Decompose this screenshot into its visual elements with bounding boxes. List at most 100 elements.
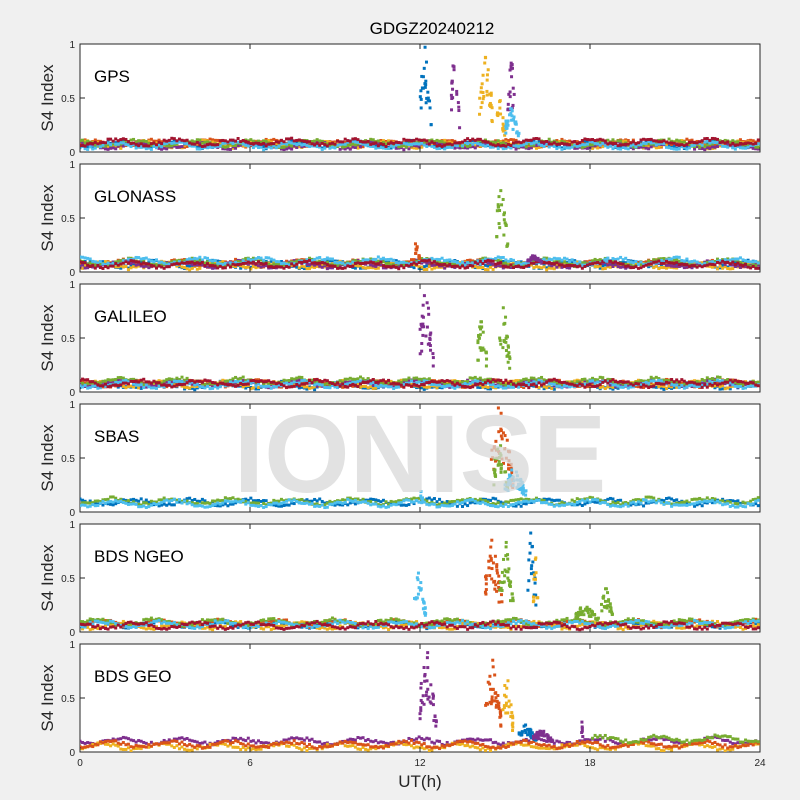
data-point (501, 259, 505, 263)
data-point (116, 263, 120, 267)
data-point (682, 144, 686, 148)
data-point (708, 141, 712, 145)
data-point (621, 258, 625, 262)
data-point (412, 266, 416, 270)
data-point (471, 259, 475, 263)
data-point (728, 140, 732, 144)
data-point (88, 141, 92, 145)
data-point (756, 145, 760, 149)
data-point (537, 137, 541, 141)
data-point (501, 255, 505, 259)
data-point (208, 137, 212, 141)
data-point (149, 147, 153, 151)
data-point (463, 146, 467, 150)
data-point (478, 383, 482, 387)
data-point (504, 146, 508, 150)
data-point (415, 262, 419, 266)
data-point (228, 265, 232, 269)
data-point (206, 146, 209, 150)
data-point (685, 263, 689, 267)
data-point (631, 145, 635, 149)
data-point (132, 137, 136, 141)
data-point (565, 142, 569, 146)
data-point (106, 137, 110, 141)
data-point (195, 147, 199, 151)
data-point (654, 139, 658, 143)
data-point (560, 265, 564, 269)
data-point (588, 262, 592, 266)
data-point (267, 145, 271, 149)
data-point (415, 142, 419, 146)
data-point (402, 380, 406, 384)
data-point (183, 145, 187, 149)
data-point (583, 261, 587, 265)
data-point (461, 260, 464, 264)
data-point (481, 139, 485, 143)
data-point (323, 264, 327, 268)
data-point (450, 382, 454, 386)
data-point (177, 260, 181, 264)
data-point (397, 145, 401, 149)
data-point (435, 262, 439, 266)
data-point (218, 262, 222, 266)
data-point (713, 259, 717, 263)
data-point (305, 385, 309, 389)
data-point (376, 146, 380, 150)
data-point (188, 386, 192, 390)
data-point (636, 378, 640, 382)
data-point (325, 256, 329, 260)
data-point (458, 126, 462, 130)
data-point (292, 144, 296, 148)
data-point (568, 266, 572, 270)
data-point (397, 261, 401, 265)
data-point (310, 265, 314, 269)
data-point (445, 146, 449, 150)
data-point (423, 82, 427, 86)
data-point (749, 264, 753, 268)
data-point (716, 144, 719, 148)
data-point (598, 140, 602, 144)
data-point (598, 264, 602, 268)
data-point (351, 137, 355, 141)
data-point (422, 140, 426, 144)
data-point (557, 265, 561, 269)
data-point (588, 138, 592, 142)
data-point (126, 268, 130, 272)
data-point (124, 137, 128, 141)
data-point (721, 266, 725, 270)
data-point (512, 141, 515, 145)
data-point (537, 145, 541, 149)
data-point (466, 261, 470, 265)
data-point (501, 122, 505, 126)
data-point (177, 140, 181, 144)
data-point (483, 259, 487, 263)
data-point (601, 145, 605, 149)
data-point (509, 107, 513, 111)
data-point (647, 262, 651, 266)
data-point (297, 142, 301, 146)
data-point (675, 385, 679, 389)
data-point (111, 264, 115, 268)
data-point (104, 147, 107, 151)
data-point (244, 265, 248, 269)
data-point (269, 146, 273, 150)
data-point (490, 118, 494, 122)
data-point (524, 142, 528, 146)
data-point (468, 140, 472, 144)
data-point (486, 140, 490, 144)
data-point (532, 378, 536, 382)
data-point (619, 139, 623, 143)
data-point (359, 266, 362, 270)
data-point (389, 146, 393, 150)
data-point (330, 257, 334, 261)
data-point (185, 144, 189, 148)
data-point (147, 139, 151, 143)
data-point (718, 144, 722, 148)
data-point (716, 381, 719, 385)
data-point (241, 144, 245, 148)
data-point (512, 261, 515, 265)
data-point (591, 140, 595, 144)
data-point (550, 386, 554, 390)
data-point (450, 143, 454, 147)
data-point (731, 260, 735, 264)
